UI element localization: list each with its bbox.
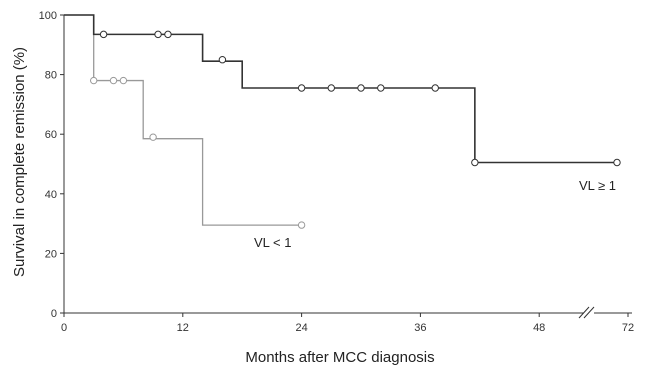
x-tick-label: 36 xyxy=(414,322,426,334)
series-layer xyxy=(64,14,621,229)
survival-step-line xyxy=(64,14,617,164)
censor-marker xyxy=(149,133,157,141)
y-tick-label: 0 xyxy=(51,308,57,320)
censor-marker xyxy=(119,76,128,85)
censor-marker xyxy=(377,84,385,92)
y-tick-label: 40 xyxy=(45,189,57,201)
censor-marker xyxy=(297,84,306,92)
censor-marker xyxy=(297,221,306,229)
y-tick-label: 80 xyxy=(45,70,57,82)
axis-break-marker xyxy=(578,306,595,319)
censor-marker xyxy=(164,30,172,39)
series-vl-lt-1 xyxy=(64,14,306,229)
y-tick-label: 60 xyxy=(45,129,57,141)
x-tick-label: 48 xyxy=(533,322,545,334)
series-label-vl-ge-1: VL ≥ 1 xyxy=(579,178,616,193)
censor-marker xyxy=(327,84,335,92)
censor-marker xyxy=(218,56,227,64)
y-axis-title: Survival in complete remission (%) xyxy=(11,47,28,277)
axes xyxy=(63,15,632,314)
x-tick-label: 0 xyxy=(61,322,67,334)
x-tick-label: 72 xyxy=(622,322,634,334)
censor-marker xyxy=(471,158,479,167)
censor-marker xyxy=(109,76,118,85)
censor-marker xyxy=(613,158,621,167)
censor-marker xyxy=(99,30,108,39)
censor-marker xyxy=(154,30,162,39)
censor-marker xyxy=(90,76,98,85)
axis-break-slash xyxy=(578,306,590,319)
series-label-vl-lt-1: VL < 1 xyxy=(254,235,291,250)
x-tick-label: 24 xyxy=(295,322,307,334)
y-tick-label: 20 xyxy=(45,248,57,260)
y-ticks: 0 20 40 60 80 100 xyxy=(39,10,64,320)
censor-marker xyxy=(431,84,439,92)
series-vl-ge-1 xyxy=(64,14,621,167)
x-tick-label: 12 xyxy=(177,322,189,334)
axis-break-slash xyxy=(583,306,595,319)
x-ticks: 0 12 24 36 48 72 xyxy=(61,313,634,334)
censor-marker xyxy=(357,84,365,92)
x-axis-title: Months after MCC diagnosis xyxy=(245,349,434,366)
y-tick-label: 100 xyxy=(39,10,57,22)
survival-step-line xyxy=(64,14,302,226)
